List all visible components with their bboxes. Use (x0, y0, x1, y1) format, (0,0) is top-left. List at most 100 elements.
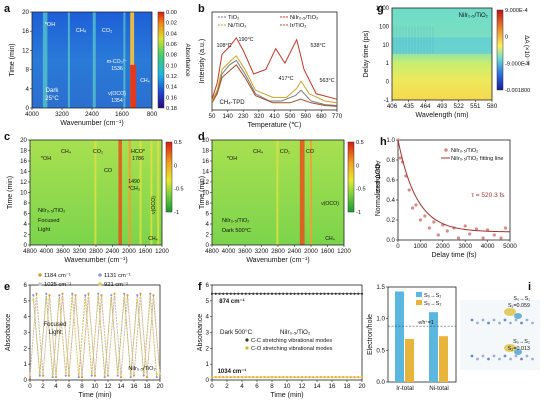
e-data-point (119, 371, 123, 374)
c-condition: Light (38, 227, 51, 233)
g-x-tick-label: 435 (404, 103, 415, 110)
h-data-point (468, 232, 472, 236)
e-x-tick-label: 0 (28, 383, 32, 390)
f-data-point (297, 292, 300, 295)
e-data-point (100, 298, 103, 301)
i-orbital-atom (531, 321, 534, 325)
f-data-point (293, 375, 296, 379)
d-y-tick-label: 10 (202, 190, 209, 197)
e-data-point (71, 297, 74, 300)
i-y-tick-label: 1.0 (376, 316, 385, 323)
a-y-tick-label: 4 (26, 86, 30, 93)
d-condition: NiIr₀.₅/TiO₂ (222, 218, 249, 224)
h-legend-label: NiIr₀.₅/TiO₂ fitting line (451, 156, 504, 162)
e-data-point (119, 375, 123, 379)
a-x-tick-label: 4000 (25, 111, 39, 118)
e-data-point (116, 374, 119, 377)
f-data-point (225, 375, 229, 379)
a-condition: Dark (46, 88, 60, 94)
c-y-tick-label: 10 (20, 190, 27, 197)
e-x-tick-label: 14 (118, 383, 125, 390)
f-data-point (218, 375, 221, 379)
a-y-tick-label: 12 (22, 47, 29, 54)
panel-letter-f: f (198, 281, 202, 293)
f-data-point (360, 292, 364, 295)
a-heatmap-band (123, 12, 126, 108)
g-x-tick-label: 493 (437, 103, 448, 110)
a-colorbar (157, 11, 165, 109)
e-x-tick-label: 12 (105, 383, 112, 390)
f-data-point (214, 292, 217, 295)
i-orbital-atom (492, 318, 496, 322)
i-orbital-atom (514, 354, 518, 358)
c-annotation: CO (104, 168, 112, 174)
c-x-tick-label: 4000 (40, 248, 54, 255)
b-legend-label: Ni/TiO₂ (228, 23, 246, 29)
h-x-tick-label: 0 (396, 243, 400, 250)
g-y-axis-label: Delay time (ps) (363, 30, 370, 77)
e-x-axis-label: Time (min) (78, 392, 111, 399)
d-y-tick-label: 18 (202, 148, 209, 155)
g-colorbar (496, 9, 504, 91)
i-orbital-atom (470, 354, 474, 358)
e-data-point (123, 292, 126, 295)
i-orbital-atom (487, 321, 490, 325)
i-orbital-lobe (514, 349, 522, 355)
i-y-tick-label: 1.5 (376, 284, 385, 291)
f-data-point (334, 375, 337, 379)
h-data-point (474, 227, 478, 231)
d-y-tick-label: 8 (206, 200, 210, 207)
c-heatmap-band (157, 140, 160, 245)
e-x-tick-label: 16 (131, 383, 138, 390)
i-orbital-atom (476, 321, 479, 325)
f-data-point (319, 292, 322, 295)
f-data-point (304, 292, 307, 295)
panel-letter-i: i (528, 281, 531, 293)
e-data-point (149, 292, 152, 295)
a-annotation: m-CO₃²⁻ (107, 59, 128, 65)
i-transition-label: S₂=0.013 (508, 346, 530, 352)
g-colorbar-tick-label: -9.000E-4 (505, 61, 530, 67)
e-data-point (77, 373, 80, 376)
h-legend-marker (444, 148, 448, 152)
c-x-tick-label: 2000 (122, 248, 136, 255)
g-y-tick-label: -1 (384, 98, 390, 104)
c-y-tick-label: 16 (20, 158, 27, 165)
b-x-tick-label: 770 (332, 113, 343, 120)
d-x-tick-label: 2400 (288, 248, 302, 255)
d-x-tick-label: 2800 (271, 248, 285, 255)
g-colorbar-tick-label: -0.001800 (505, 88, 530, 94)
f-y-tick-label: 0 (206, 377, 210, 384)
g-y-tick-label: 0 (386, 80, 390, 86)
h-data-point (436, 233, 440, 237)
c-x-tick-label: 2800 (89, 248, 103, 255)
h-x-axis-label: Delay time (fs) (431, 252, 476, 259)
i-orbital-lobe (504, 344, 516, 352)
c-y-tick-label: 20 (20, 137, 27, 144)
h-data-point (410, 206, 415, 210)
g-y-tick-label: 1 (386, 61, 390, 67)
f-data-point (263, 375, 266, 379)
f-data-point (248, 292, 251, 295)
e-legend-marker (98, 282, 102, 286)
c-heatmap-band (118, 140, 122, 245)
c-annotation: *OH (41, 156, 51, 162)
d-annotation: CO₂ (280, 149, 290, 155)
f-x-tick-label: 10 (284, 383, 291, 390)
c-y-tick-label: 6 (24, 211, 28, 218)
f-data-point (300, 292, 304, 295)
h-fit-line (397, 139, 511, 233)
a-x-axis-label: Wavenumber (cm⁻¹) (60, 120, 123, 127)
f-data-point (278, 292, 281, 295)
f-data-point (357, 375, 360, 379)
e-data-point (84, 294, 87, 297)
h-data-point (499, 236, 503, 240)
e-y-tick-label: 2 (24, 345, 28, 352)
f-data-point (323, 375, 326, 379)
a-heatmap-band (130, 12, 133, 108)
e-data-point (155, 373, 158, 376)
c-annotation: HCO* (131, 149, 146, 155)
e-x-tick-label: 6 (67, 383, 71, 390)
h-data-point (463, 224, 467, 228)
